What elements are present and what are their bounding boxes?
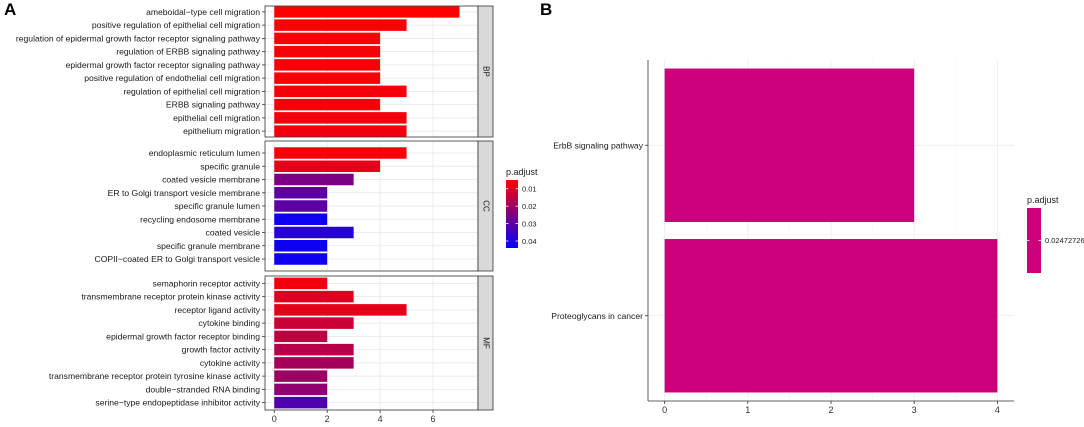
- bar: [274, 72, 381, 84]
- bar: [274, 343, 354, 356]
- category-label: endoplasmic reticulum lumen: [149, 148, 261, 158]
- legend-title: p.adjust: [506, 167, 538, 177]
- bar: [274, 160, 381, 172]
- category-label: double−stranded RNA binding: [146, 384, 261, 394]
- bar: [274, 19, 407, 31]
- facet-strip-label: MF: [481, 337, 490, 349]
- bar: [274, 98, 381, 111]
- bar: [274, 396, 328, 409]
- category-label: ameboidal−type cell migration: [146, 7, 260, 17]
- bar: [274, 317, 354, 329]
- legend-tick-label: 0.02: [522, 202, 537, 211]
- category-label: epithelium migration: [183, 126, 260, 136]
- legend-colorbar: [506, 180, 518, 248]
- bar: [274, 240, 328, 252]
- bar: [274, 59, 381, 71]
- bar: [274, 253, 328, 265]
- category-label: recycling endosome membrane: [140, 214, 260, 224]
- legend-colorbar: [1027, 208, 1041, 273]
- category-label: receptor ligand activity: [174, 305, 260, 315]
- category-label: ErbB signaling pathway: [553, 140, 644, 150]
- category-label: semaphorin receptor activity: [153, 278, 261, 288]
- bar: [664, 239, 998, 393]
- bar: [274, 147, 407, 159]
- bar: [274, 383, 328, 396]
- legend-tick-label: 0.03: [522, 220, 537, 229]
- facet-strip: [477, 5, 494, 138]
- facet-strip: [477, 140, 494, 272]
- category-label: positive regulation of endothelial cell …: [84, 73, 260, 83]
- category-label: positive regulation of epithelial cell m…: [92, 20, 260, 30]
- x-tick-label: 2: [325, 414, 330, 422]
- category-label: ERBB signaling pathway: [166, 100, 261, 110]
- category-label: transmembrane receptor protein tyrosine …: [49, 371, 261, 381]
- category-label: regulation of epithelial cell migration: [123, 86, 260, 96]
- bar: [274, 112, 407, 124]
- category-label: epithelial cell migration: [173, 113, 260, 123]
- bar: [274, 173, 354, 186]
- category-label: epidermal growth factor receptor binding: [106, 331, 260, 341]
- x-tick-label: 4: [995, 405, 1000, 415]
- panel-b-letter: B: [540, 0, 552, 19]
- legend-tick-label: 0.01: [522, 185, 537, 194]
- x-tick-label: 2: [828, 405, 833, 415]
- legend-tick-label: 0.02472726: [1045, 236, 1084, 245]
- category-label: coated vesicle membrane: [162, 175, 260, 185]
- category-label: serine−type endopeptidase inhibitor acti…: [95, 398, 260, 408]
- category-label: cytokine binding: [198, 318, 260, 328]
- x-tick-label: 1: [745, 405, 750, 415]
- x-tick-label: 3: [912, 405, 917, 415]
- bar: [274, 213, 328, 225]
- bar: [274, 290, 354, 303]
- bar: [274, 187, 328, 199]
- category-label: specific granule membrane: [157, 241, 260, 251]
- bar: [274, 277, 328, 290]
- category-label: specific granule: [200, 161, 260, 171]
- bar: [274, 200, 328, 212]
- panel-a-chart: ameboidal−type cell migration positive re…: [16, 5, 538, 424]
- category-label: regulation of ERBB signaling pathway: [116, 47, 260, 57]
- category-label: cytokine activity: [200, 358, 261, 368]
- bar: [274, 304, 407, 316]
- bar: [274, 85, 407, 98]
- facet-strip-label: BP: [481, 66, 490, 77]
- panel-b-chart: ErbB signaling pathway Proteoglycans in c…: [551, 60, 1084, 415]
- category-label: specific granule lumen: [174, 201, 260, 211]
- bar: [274, 32, 381, 45]
- category-label: ER to Golgi transport vesicle membrane: [108, 188, 261, 198]
- category-label: coated vesicle: [206, 228, 261, 238]
- x-tick-label: 4: [378, 414, 383, 422]
- bar: [274, 45, 381, 58]
- legend-title: p.adjust: [1027, 195, 1059, 205]
- category-label: COPII−coated ER to Golgi transport vesic…: [94, 254, 260, 264]
- category-label: epidermal growth factor receptor signali…: [66, 60, 261, 70]
- bar: [274, 226, 354, 239]
- category-label: transmembrane receptor protein kinase ac…: [81, 292, 260, 302]
- bar: [664, 68, 915, 222]
- bar: [274, 357, 354, 369]
- bar: [274, 370, 328, 382]
- bar: [274, 125, 407, 137]
- category-label: Proteoglycans in cancer: [551, 311, 643, 321]
- facet-strip: [477, 275, 494, 411]
- bar: [274, 330, 328, 343]
- panel-a-letter: A: [4, 0, 16, 19]
- category-label: growth factor activity: [182, 345, 261, 355]
- bar: [274, 6, 460, 18]
- x-tick-label: 0: [272, 414, 277, 422]
- category-label: regulation of epidermal growth factor re…: [16, 33, 261, 43]
- x-tick-label: 6: [431, 414, 436, 422]
- legend-tick-label: 0.04: [522, 237, 537, 246]
- facet-strip-label: CC: [481, 200, 490, 212]
- x-tick-label: 0: [662, 405, 667, 415]
